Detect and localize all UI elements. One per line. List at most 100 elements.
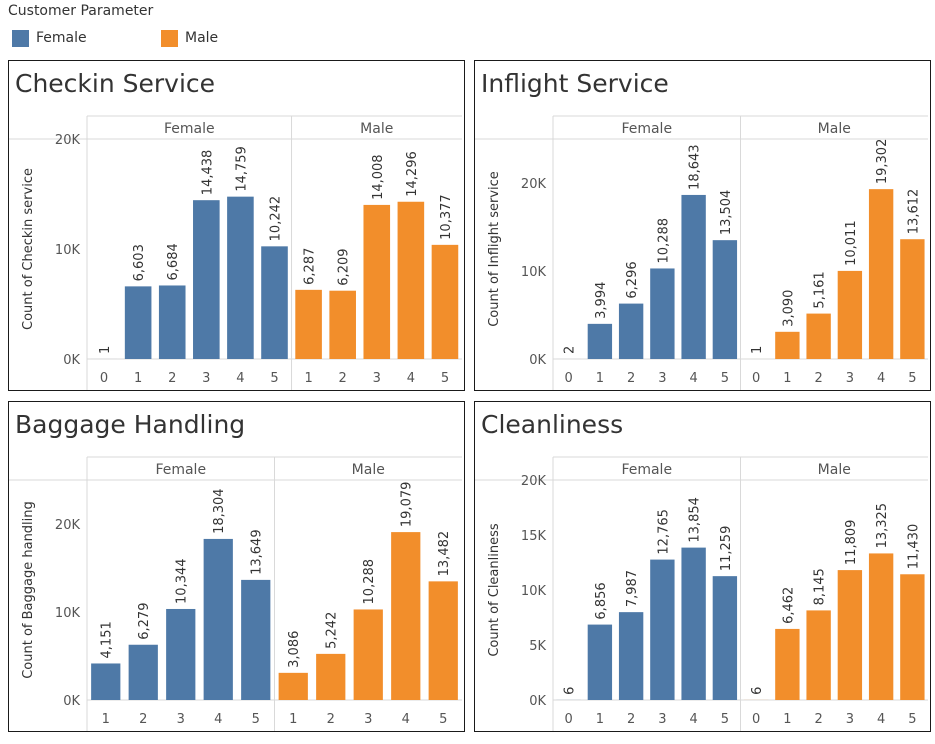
y-tick-label: 0K <box>529 694 546 709</box>
x-tick-label: 0 <box>752 712 760 727</box>
data-label-female-0: 2 <box>563 346 578 354</box>
x-tick-label: 0 <box>100 371 108 386</box>
bar-male-2 <box>806 313 831 359</box>
data-label-female-1: 3,994 <box>594 282 609 319</box>
data-label-female-2: 7,987 <box>625 570 640 607</box>
x-tick-label: 4 <box>689 712 697 727</box>
color-legend: Customer Parameter Female Male <box>0 0 300 52</box>
data-label-male-3: 10,288 <box>362 559 377 605</box>
y-tick-label: 0K <box>63 353 80 368</box>
data-label-female-2: 6,684 <box>166 243 181 280</box>
bar-male-1 <box>775 331 800 359</box>
data-label-male-4: 19,302 <box>875 139 890 185</box>
data-label-male-4: 14,296 <box>405 151 420 197</box>
x-tick-label: 5 <box>721 712 729 727</box>
facet-header-male: Male <box>352 462 385 478</box>
bar-male-3 <box>837 270 863 359</box>
x-tick-label: 0 <box>752 371 760 386</box>
x-tick-label: 5 <box>270 371 278 386</box>
chart-title: Cleanliness <box>481 410 624 439</box>
y-tick-label: 20K <box>521 474 547 489</box>
x-tick-label: 3 <box>364 712 372 727</box>
data-label-male-3: 10,011 <box>844 220 859 266</box>
bar-male-4 <box>397 201 425 359</box>
data-label-female-5: 13,504 <box>719 190 734 236</box>
data-label-female-2: 6,296 <box>625 261 640 298</box>
data-label-female-0: 6 <box>563 687 578 695</box>
legend-item-male[interactable]: Male <box>161 28 218 48</box>
data-label-female-4: 13,854 <box>688 497 703 543</box>
data-label-male-3: 14,008 <box>371 154 386 200</box>
bar-male-5 <box>431 244 459 359</box>
x-tick-label: 0 <box>564 371 572 386</box>
data-label-male-3: 11,809 <box>844 520 859 566</box>
x-tick-label: 4 <box>877 371 885 386</box>
x-tick-label: 1 <box>289 712 297 727</box>
legend-label-male: Male <box>185 30 219 46</box>
data-label-female-4: 18,304 <box>212 488 227 534</box>
data-label-female-2: 6,279 <box>137 603 152 640</box>
data-label-female-0: 1 <box>98 346 113 354</box>
bar-male-5 <box>428 581 458 700</box>
bar-female-3 <box>650 268 675 359</box>
bar-male-2 <box>316 653 346 700</box>
legend-swatch-male <box>161 29 178 47</box>
bar-female-1 <box>124 286 152 359</box>
bar-female-4 <box>203 538 233 700</box>
bar-male-4 <box>868 553 894 700</box>
legend-item-female[interactable]: Female <box>12 28 87 48</box>
data-label-male-2: 6,209 <box>337 248 352 285</box>
y-tick-label: 20K <box>55 518 81 533</box>
x-tick-label: 4 <box>877 712 885 727</box>
facet-header-male: Male <box>818 121 851 137</box>
x-tick-label: 3 <box>373 371 381 386</box>
facet-header-female: Female <box>155 462 206 478</box>
x-tick-label: 0 <box>564 712 572 727</box>
x-tick-label: 5 <box>908 371 916 386</box>
bar-male-5 <box>900 239 925 359</box>
data-label-male-2: 8,145 <box>813 568 828 605</box>
chart-title: Checkin Service <box>15 69 216 98</box>
x-tick-label: 5 <box>252 712 260 727</box>
data-label-male-5: 13,612 <box>906 189 921 235</box>
bar-male-3 <box>837 570 863 700</box>
x-tick-label: 3 <box>658 712 666 727</box>
data-label-female-1: 4,151 <box>100 621 115 658</box>
x-tick-label: 2 <box>627 712 635 727</box>
x-tick-label: 3 <box>202 371 210 386</box>
x-tick-label: 4 <box>407 371 415 386</box>
bar-male-4 <box>391 532 421 700</box>
y-tick-label: 10K <box>55 606 81 621</box>
y-tick-label: 20K <box>521 177 547 192</box>
x-tick-label: 1 <box>102 712 110 727</box>
x-tick-label: 1 <box>783 712 791 727</box>
data-label-female-5: 10,242 <box>269 196 284 242</box>
data-label-male-5: 13,482 <box>437 531 452 577</box>
bar-male-2 <box>329 290 356 359</box>
x-tick-label: 4 <box>689 371 697 386</box>
y-axis-title: Count of Cleanliness <box>487 523 502 657</box>
x-tick-label: 2 <box>814 371 822 386</box>
inflight-service-plot: 0K 10K 20K Count of Inflight service Female 2… <box>475 115 928 390</box>
x-tick-label: 1 <box>304 371 312 386</box>
inflight-service-chart: Inflight Service 0K 10K 20K Count of Inflig… <box>474 60 931 391</box>
y-axis-title: Count of Baggage handling <box>21 501 36 679</box>
data-label-male-1: 6,462 <box>781 587 796 624</box>
bar-male-2 <box>806 610 831 700</box>
bar-female-1 <box>587 323 613 359</box>
data-label-female-3: 10,344 <box>175 558 190 604</box>
x-tick-label: 5 <box>439 712 447 727</box>
legend-label-female: Female <box>36 30 87 46</box>
chart-title: Baggage Handling <box>15 410 246 439</box>
baggage-handling-plot: 0K 10K 20K Count of Baggage handling Female 4… <box>9 456 462 731</box>
bar-female-3 <box>650 559 675 700</box>
bar-female-2 <box>158 285 186 359</box>
x-tick-label: 2 <box>627 371 635 386</box>
bar-female-4 <box>227 196 254 359</box>
bar-female-4 <box>681 194 706 359</box>
bar-male-1 <box>278 672 308 700</box>
bar-female-5 <box>712 576 738 700</box>
bar-female-5 <box>712 240 738 359</box>
x-tick-label: 2 <box>814 712 822 727</box>
y-tick-label: 5K <box>529 639 546 654</box>
